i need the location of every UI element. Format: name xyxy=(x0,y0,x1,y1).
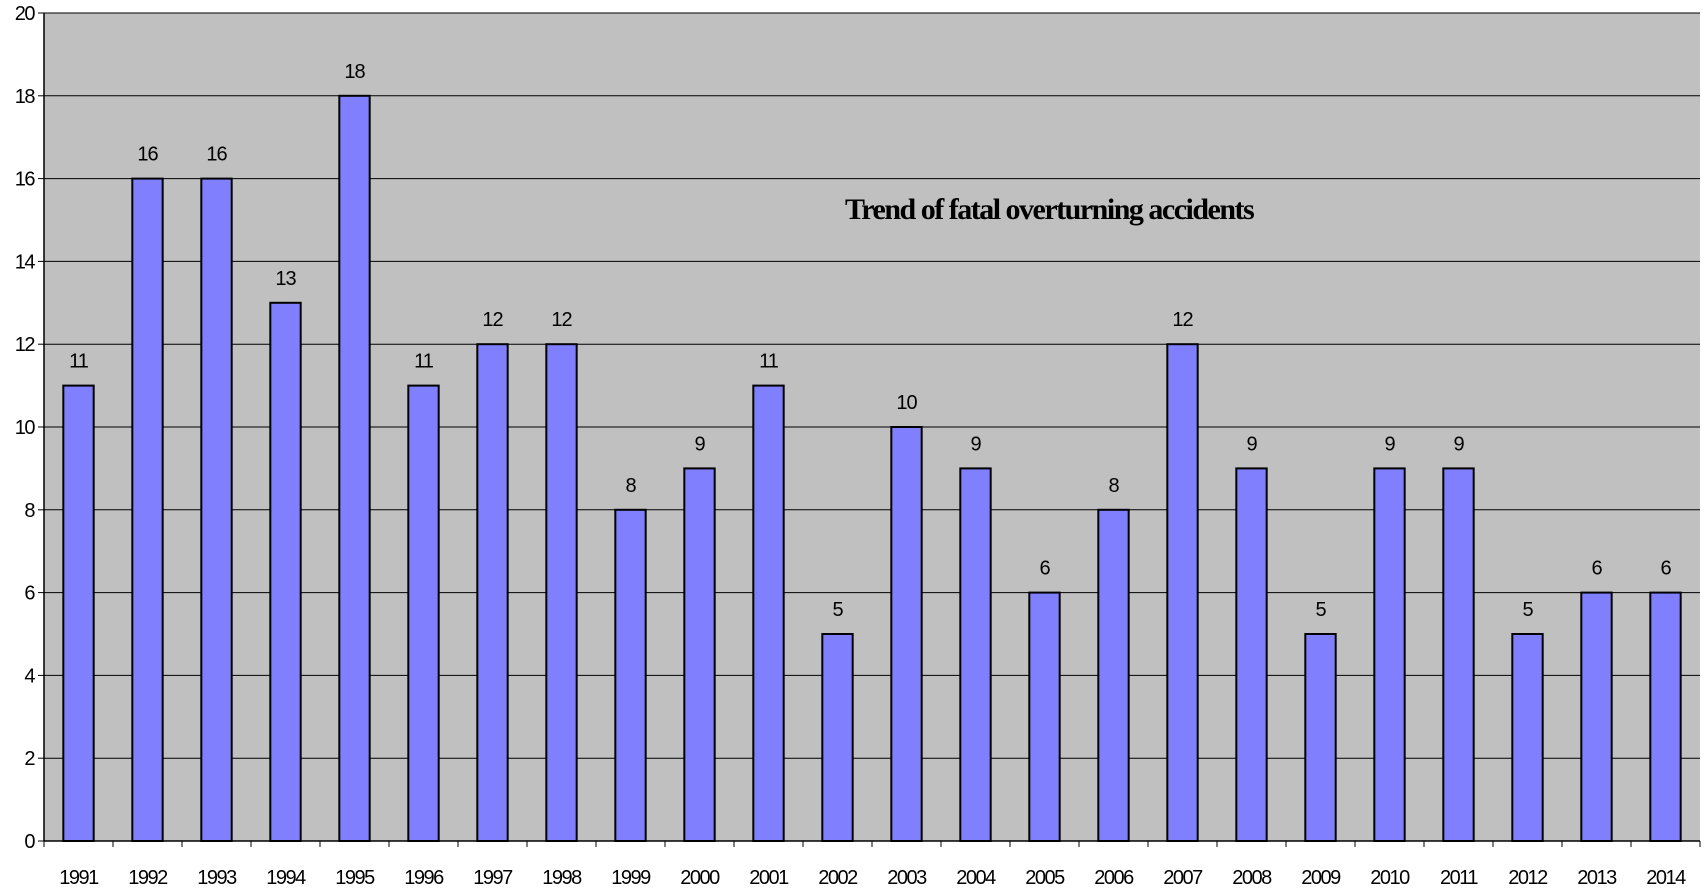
data-label: 11 xyxy=(69,351,89,373)
data-label: 18 xyxy=(344,61,365,83)
bar xyxy=(407,384,440,842)
x-tick-label: 1992 xyxy=(128,867,168,889)
x-tick-label: 2007 xyxy=(1163,867,1203,889)
bar xyxy=(269,301,302,842)
data-label: 9 xyxy=(694,433,705,455)
y-tick-label: 12 xyxy=(15,334,36,356)
y-tick-label: 10 xyxy=(15,417,36,439)
x-tick-label: 2013 xyxy=(1577,867,1617,889)
bars xyxy=(62,94,1682,843)
x-tick-label: 2005 xyxy=(1025,867,1065,889)
data-label: 16 xyxy=(206,144,227,166)
gridlines xyxy=(38,12,1700,842)
x-tick-label: 1996 xyxy=(404,867,444,889)
y-tick-label: 16 xyxy=(15,169,36,191)
data-labels: 11 16 16 13 18 11 12 12 8 9 11 5 10 9 6 8 12 9 5 9 9 5 6 6 xyxy=(69,61,1672,621)
x-tick-label: 2002 xyxy=(818,867,858,889)
x-tick-label: 2004 xyxy=(956,867,996,889)
x-tick-label: 1997 xyxy=(473,867,513,889)
bar xyxy=(890,426,923,842)
x-tick-label: 2006 xyxy=(1094,867,1134,889)
data-label: 13 xyxy=(275,268,296,290)
bar xyxy=(752,384,785,842)
x-tick-label: 2009 xyxy=(1301,867,1341,889)
bar xyxy=(1442,467,1475,842)
bar xyxy=(131,177,164,843)
x-tick-label: 2012 xyxy=(1508,867,1548,889)
bar xyxy=(1511,633,1544,842)
data-label: 9 xyxy=(1384,433,1395,455)
data-label: 6 xyxy=(1660,558,1671,580)
bar xyxy=(476,343,509,842)
data-label: 5 xyxy=(1315,599,1326,621)
bar xyxy=(200,177,233,843)
x-tick-label: 2010 xyxy=(1370,867,1410,889)
y-tick-label: 6 xyxy=(24,583,35,605)
bar xyxy=(1166,343,1199,842)
bar xyxy=(1097,508,1130,842)
x-axis-tick-labels: 1991 1992 1993 1994 1995 1996 1997 1998 1999 2000… xyxy=(59,867,1687,889)
data-label: 12 xyxy=(551,309,572,331)
x-tick-label: 2014 xyxy=(1646,867,1686,889)
data-label: 11 xyxy=(759,351,779,373)
y-tick-label: 20 xyxy=(15,3,36,25)
x-tick-label: 2008 xyxy=(1232,867,1272,889)
data-label: 9 xyxy=(1453,433,1464,455)
bar xyxy=(1649,591,1682,842)
x-tick-label: 1991 xyxy=(59,867,99,889)
x-tick-label: 2003 xyxy=(887,867,927,889)
y-tick-label: 8 xyxy=(24,500,35,522)
data-label: 5 xyxy=(832,599,843,621)
data-label: 6 xyxy=(1039,558,1050,580)
data-label: 10 xyxy=(896,392,917,414)
bar xyxy=(614,508,647,842)
data-label: 8 xyxy=(625,475,636,497)
data-label: 11 xyxy=(414,351,434,373)
chart-title: Trend of fatal overturning accidents xyxy=(845,193,1254,226)
data-label: 12 xyxy=(1172,309,1193,331)
data-label: 12 xyxy=(482,309,503,331)
bar xyxy=(1580,591,1613,842)
data-label: 8 xyxy=(1108,475,1119,497)
y-tick-label: 14 xyxy=(15,251,36,273)
bar xyxy=(545,343,578,842)
bar xyxy=(1304,633,1337,842)
data-label: 16 xyxy=(137,144,158,166)
data-label: 6 xyxy=(1591,558,1602,580)
bar xyxy=(1373,467,1406,842)
x-tick-label: 1995 xyxy=(335,867,375,889)
x-tick-label: 1999 xyxy=(611,867,651,889)
x-tick-label: 2001 xyxy=(749,867,789,889)
x-tick-label: 2011 xyxy=(1440,867,1478,889)
axes xyxy=(43,13,1701,847)
y-axis-tick-labels: 0 2 4 6 8 10 12 14 16 18 20 xyxy=(15,3,37,853)
bar xyxy=(338,94,371,843)
data-label: 5 xyxy=(1522,599,1533,621)
x-tick-label: 1993 xyxy=(197,867,237,889)
y-tick-label: 2 xyxy=(24,748,35,770)
x-tick-label: 1994 xyxy=(266,867,306,889)
y-tick-label: 4 xyxy=(24,665,35,687)
bar xyxy=(62,384,95,842)
x-tick-label: 1998 xyxy=(542,867,582,889)
data-label: 9 xyxy=(970,433,981,455)
bar xyxy=(821,633,854,842)
y-tick-label: 18 xyxy=(15,86,36,108)
x-tick-label: 2000 xyxy=(680,867,720,889)
bar xyxy=(959,467,992,842)
bar xyxy=(1028,591,1061,842)
bar xyxy=(1235,467,1268,842)
bar xyxy=(683,467,716,842)
data-label: 9 xyxy=(1246,433,1257,455)
y-tick-label: 0 xyxy=(24,831,35,853)
